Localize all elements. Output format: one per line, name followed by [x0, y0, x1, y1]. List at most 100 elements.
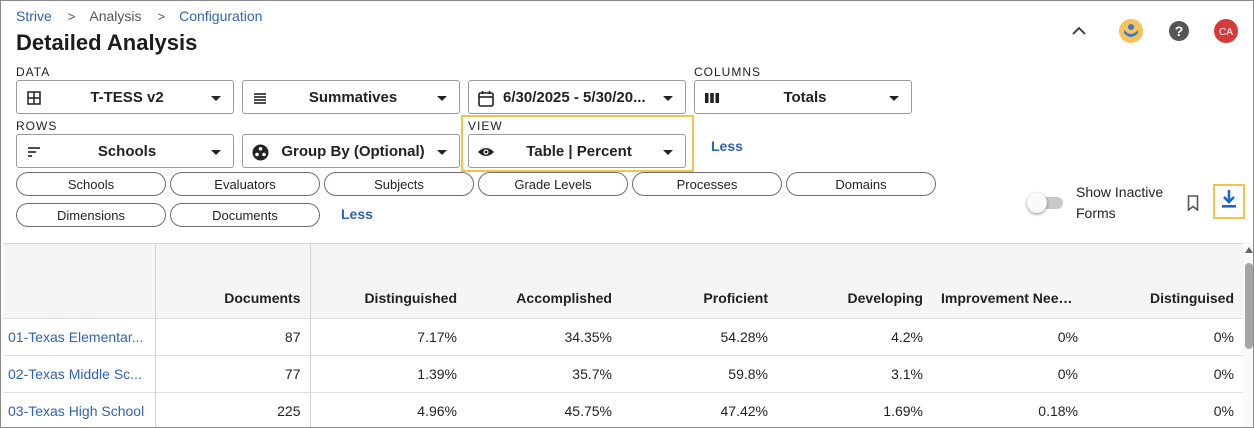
- page-title: Detailed Analysis: [16, 30, 198, 55]
- column-header-improvement-needed[interactable]: Improvement Needed: [932, 244, 1087, 318]
- table-cell: 45.75%: [466, 391, 621, 427]
- bookmark-icon[interactable]: [1183, 192, 1203, 214]
- column-header-developing[interactable]: Developing: [777, 244, 932, 318]
- svg-text:?: ?: [1175, 23, 1184, 39]
- type-select[interactable]: Summatives: [242, 80, 460, 114]
- form-select[interactable]: T-TESS v2: [16, 80, 234, 114]
- chip-schools[interactable]: Schools: [16, 172, 166, 196]
- sort-icon: [25, 143, 43, 161]
- chip-documents[interactable]: Documents: [170, 203, 320, 227]
- table-cell: 0%: [932, 317, 1087, 355]
- table-cell: 54.28%: [621, 317, 777, 355]
- table-row: 01-Texas Elementar... 87 7.17% 34.35% 54…: [3, 317, 1243, 355]
- columns-icon: [703, 89, 721, 107]
- table-cell: 87: [155, 317, 311, 355]
- analysis-table: Documents Distinguished Accomplished Pro…: [3, 244, 1243, 427]
- chip-dimensions[interactable]: Dimensions: [16, 203, 166, 227]
- show-inactive-label: Show Inactive Forms: [1076, 184, 1164, 221]
- view-highlight: [461, 115, 694, 172]
- table-cell: 59.8%: [621, 354, 777, 392]
- school-link[interactable]: 03-Texas High School: [3, 391, 156, 427]
- chip-evaluators[interactable]: Evaluators: [170, 172, 320, 196]
- column-header-accomplished[interactable]: Accomplished: [466, 244, 621, 318]
- breadcrumb-separator: >: [67, 8, 76, 24]
- breadcrumb-configuration[interactable]: Configuration: [179, 8, 263, 24]
- breadcrumb-analysis: Analysis: [89, 8, 142, 24]
- dropdown-arrow-icon: [663, 150, 673, 155]
- chip-processes[interactable]: Processes: [632, 172, 782, 196]
- scrollbar-thumb[interactable]: [1245, 263, 1253, 349]
- dropdown-arrow-icon: [211, 96, 221, 101]
- table-cell: 0%: [1087, 354, 1243, 392]
- columns-select[interactable]: Totals: [694, 80, 912, 114]
- download-icon: [1221, 189, 1237, 214]
- chips-less-link[interactable]: Less: [341, 206, 373, 222]
- analysis-table-container: Documents Distinguished Accomplished Pro…: [3, 243, 1243, 427]
- dropdown-arrow-icon: [663, 96, 673, 101]
- download-button[interactable]: [1213, 184, 1245, 219]
- breadcrumb: Strive > Analysis > Configuration: [16, 8, 262, 24]
- grid-icon: [25, 89, 43, 107]
- logo-icon: [1118, 18, 1144, 44]
- chip-subjects[interactable]: Subjects: [324, 172, 474, 196]
- chevron-up-icon[interactable]: [1067, 19, 1091, 43]
- columns-select-value: Totals: [783, 88, 827, 106]
- chip-domains[interactable]: Domains: [786, 172, 936, 196]
- columns-label: COLUMNS: [694, 65, 762, 79]
- list-icon: [251, 89, 269, 107]
- type-select-value: Summatives: [308, 88, 398, 106]
- group-icon: [251, 143, 269, 161]
- dropdown-arrow-icon: [211, 150, 221, 155]
- table-row: 02-Texas Middle Sc... 77 1.39% 35.7% 59.…: [3, 354, 1243, 392]
- column-header-name: [3, 244, 156, 318]
- table-scrollbar[interactable]: [1243, 243, 1253, 427]
- table-cell: 35.7%: [466, 354, 621, 392]
- table-cell: 1.39%: [310, 354, 466, 392]
- table-cell: 4.96%: [310, 391, 466, 427]
- table-cell: 3.1%: [777, 354, 932, 392]
- view-select-value: Table | Percent: [526, 142, 632, 160]
- rows-select-value: Schools: [97, 142, 157, 160]
- rows-select[interactable]: Schools: [16, 134, 234, 168]
- school-link[interactable]: 02-Texas Middle Sc...: [3, 354, 156, 392]
- table-cell: 0%: [932, 354, 1087, 392]
- avatar-initials: CA: [1219, 27, 1233, 38]
- date-range-select[interactable]: 6/30/2025 - 5/30/20...: [468, 80, 686, 114]
- table-cell: 0%: [1087, 391, 1243, 427]
- date-range-value: 6/30/2025 - 5/30/20...: [503, 88, 646, 106]
- table-cell: 4.2%: [777, 317, 932, 355]
- column-header-proficient[interactable]: Proficient: [621, 244, 777, 318]
- table-header-row: Documents Distinguished Accomplished Pro…: [3, 244, 1243, 318]
- rows-label: ROWS: [16, 119, 58, 133]
- table-cell: 77: [155, 354, 311, 392]
- data-label: DATA: [16, 65, 51, 79]
- table-cell: 225: [155, 391, 311, 427]
- table-cell: 34.35%: [466, 317, 621, 355]
- dropdown-arrow-icon: [437, 150, 447, 155]
- breadcrumb-strive[interactable]: Strive: [16, 8, 52, 24]
- school-link[interactable]: 01-Texas Elementar...: [3, 317, 156, 355]
- table-cell: 0%: [1087, 317, 1243, 355]
- table-cell: 1.69%: [777, 391, 932, 427]
- scroll-up-arrow-icon[interactable]: [1245, 247, 1253, 253]
- table-row: 03-Texas High School 225 4.96% 45.75% 47…: [3, 391, 1243, 427]
- column-header-documents[interactable]: Documents: [155, 244, 311, 318]
- dropdown-arrow-icon: [437, 96, 447, 101]
- group-by-value: Group By (Optional): [281, 142, 425, 160]
- filters-less-link[interactable]: Less: [711, 138, 743, 154]
- column-header-distinguised[interactable]: Distinguised: [1087, 244, 1243, 318]
- table-cell: 0.18%: [932, 391, 1087, 427]
- table-cell: 47.42%: [621, 391, 777, 427]
- show-inactive-toggle[interactable]: [1027, 193, 1065, 213]
- help-icon[interactable]: ?: [1167, 19, 1191, 43]
- view-select[interactable]: Table | Percent: [468, 134, 686, 168]
- dropdown-arrow-icon: [889, 96, 899, 101]
- breadcrumb-separator: >: [157, 8, 166, 24]
- column-header-distinguished[interactable]: Distinguished: [310, 244, 466, 318]
- avatar[interactable]: CA: [1214, 19, 1238, 43]
- group-by-select[interactable]: Group By (Optional): [242, 134, 460, 168]
- view-label: VIEW: [468, 119, 503, 133]
- chip-grade-levels[interactable]: Grade Levels: [478, 172, 628, 196]
- table-cell: 7.17%: [310, 317, 466, 355]
